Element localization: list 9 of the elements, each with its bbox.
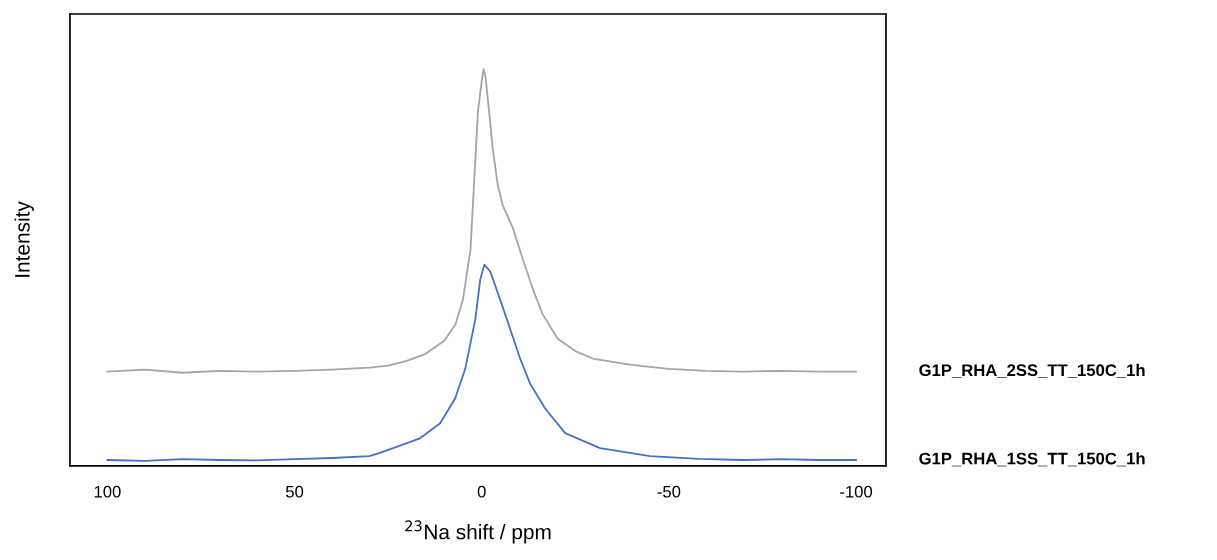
text: G1P_RHA_1SS_TT_150C_1h [919, 452, 1145, 467]
x-tick-label: -50 [657, 485, 681, 498]
x-tick-label: 50 [285, 485, 304, 498]
y-axis-title: Intensity [14, 201, 34, 277]
text: G1P_RHA_2SS_TT_150C_1h [919, 363, 1145, 378]
x-axis-title: $^{23}$Na shift / ppm [405, 520, 551, 544]
x-tick-label: 100 [94, 485, 121, 498]
x-tick-label: -100 [840, 485, 873, 498]
x-tick-label: 0 [477, 485, 486, 498]
